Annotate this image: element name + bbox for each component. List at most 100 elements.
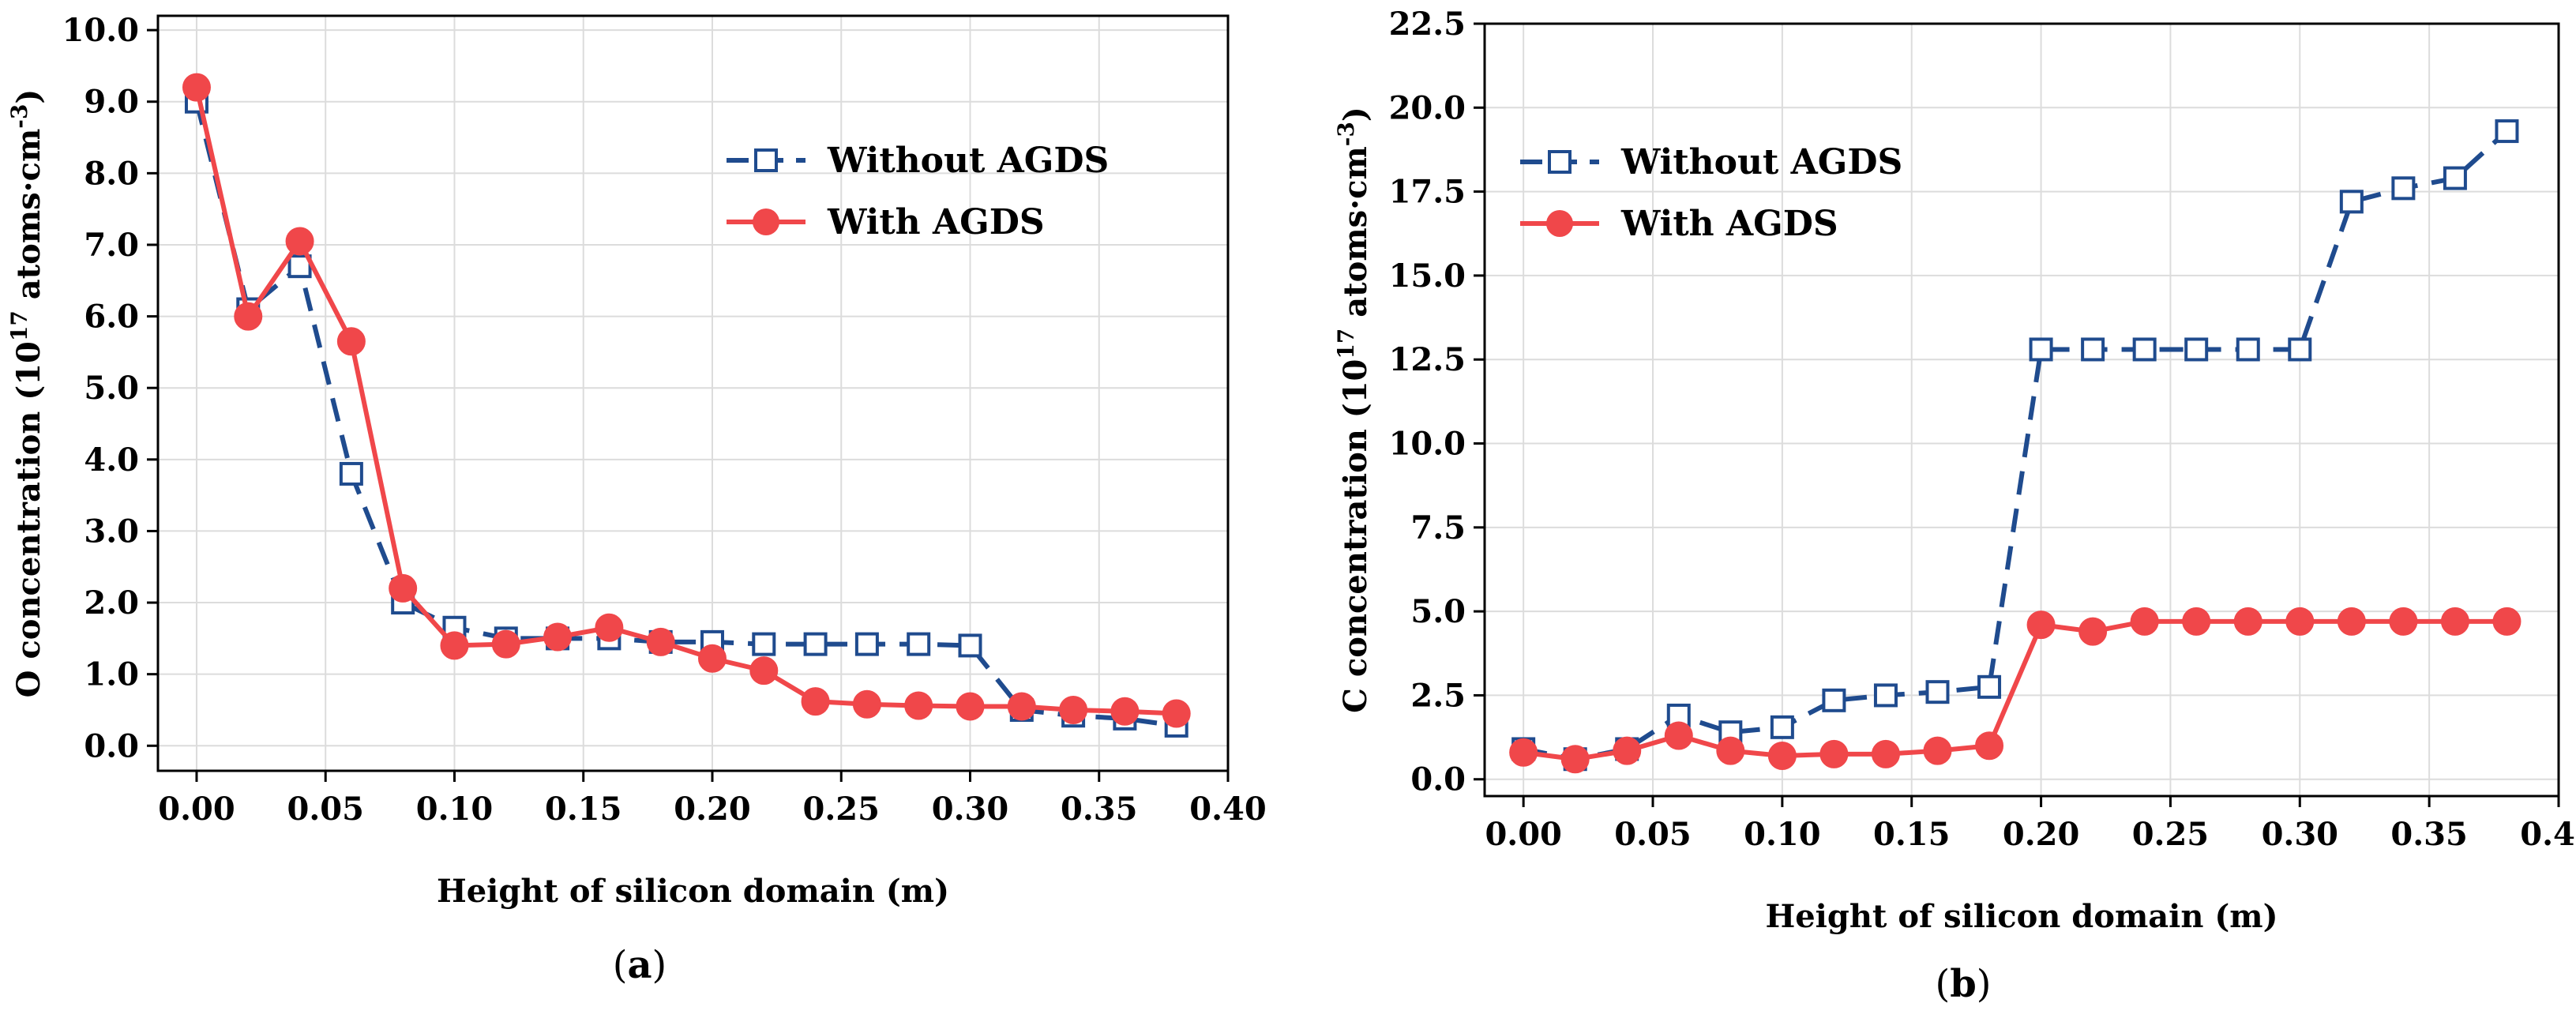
x-tick-label: 0.25 xyxy=(2132,816,2209,853)
y-axis-title-part: O concentration (10 xyxy=(10,341,47,697)
x-tick-label: 0.00 xyxy=(1485,816,1561,853)
legend-item: Without AGDS xyxy=(727,141,1109,181)
y-tick-label: 0.0 xyxy=(1410,761,1466,798)
data-point xyxy=(646,627,675,656)
data-point xyxy=(1767,741,1797,770)
data-point xyxy=(2285,607,2315,636)
y-tick-label: 9.0 xyxy=(84,84,139,121)
y-tick-label: 0.0 xyxy=(84,727,139,764)
y-tick-label: 10.0 xyxy=(1389,426,1466,463)
legend-marker xyxy=(754,148,778,172)
panel-label: (b) xyxy=(1935,962,1991,1006)
data-point xyxy=(1873,683,1898,708)
data-point xyxy=(339,461,363,486)
data-point xyxy=(2236,337,2260,362)
x-tick-label: 0.30 xyxy=(932,791,1008,828)
series-with-agds xyxy=(1509,607,2522,774)
y-tick-label: 2.5 xyxy=(1410,677,1466,714)
x-tick-label: 0.10 xyxy=(1744,816,1820,853)
y-tick-label: 15.0 xyxy=(1389,257,1466,295)
y-tick-label: 3.0 xyxy=(84,513,139,550)
y-axis-title-superscript: -3 xyxy=(1333,122,1359,146)
data-point xyxy=(2081,337,2105,362)
y-tick-label: 8.0 xyxy=(84,155,139,192)
data-point xyxy=(752,632,776,656)
legend-item: With AGDS xyxy=(727,202,1045,242)
data-point xyxy=(1977,674,2002,699)
chart-panel-a: 0.00 0.05 0.10 0.15 0.20 0.25 0.30 0.35 0.40 0.0 1… xyxy=(6,12,1267,987)
data-point xyxy=(2389,607,2418,636)
data-point xyxy=(389,573,418,603)
y-axis-title: C concentration (1017 atoms·cm-3) xyxy=(1333,107,1374,713)
data-point xyxy=(1716,736,1745,765)
data-point xyxy=(2492,607,2522,636)
x-tick-label: 0.15 xyxy=(545,791,621,828)
y-axis-title-superscript: -3 xyxy=(6,104,32,129)
data-point xyxy=(1162,699,1191,728)
y-axis-title: O concentration (1017 atoms·cm-3) xyxy=(6,89,47,698)
data-point xyxy=(1770,715,1794,739)
series-without-agds xyxy=(184,89,1188,738)
y-tick-label: 7.5 xyxy=(1410,509,1466,547)
data-point xyxy=(2182,607,2211,636)
data-point xyxy=(749,656,779,686)
data-point xyxy=(803,632,828,656)
data-point xyxy=(2130,607,2159,636)
data-point xyxy=(595,613,624,642)
data-point xyxy=(1664,721,1693,750)
x-tick-label: 0.30 xyxy=(2262,816,2338,853)
x-tick-label: 0.35 xyxy=(1061,791,1137,828)
legend-marker xyxy=(1548,150,1572,174)
series-without-agds xyxy=(1511,119,2519,772)
data-point xyxy=(2391,176,2416,201)
data-point xyxy=(2026,610,2056,640)
x-tick-label: 0.40 xyxy=(2520,816,2576,853)
plot-frame xyxy=(156,14,1230,772)
data-point xyxy=(1822,688,1846,712)
x-tick-label: 0.15 xyxy=(1873,816,1950,853)
legend-item: With AGDS xyxy=(1520,204,1838,244)
panel-label-part: ( xyxy=(613,943,628,987)
data-point xyxy=(2233,607,2262,636)
data-point xyxy=(440,631,469,660)
y-tick-label: 22.5 xyxy=(1389,6,1466,43)
y-axis-title-part: atoms·cm xyxy=(1337,146,1374,328)
data-point xyxy=(1560,745,1590,774)
legend-label: With AGDS xyxy=(1620,204,1838,244)
grid-lines xyxy=(1485,23,2559,796)
legend-marker xyxy=(753,208,779,235)
grid-lines xyxy=(158,16,1229,771)
data-point xyxy=(2184,337,2209,362)
data-point xyxy=(2029,337,2053,362)
data-point xyxy=(2339,190,2364,214)
panel-label-part: a xyxy=(627,943,652,987)
data-point xyxy=(491,629,520,659)
legend-label: With AGDS xyxy=(827,202,1045,242)
panel-label-part: ) xyxy=(1977,962,1992,1006)
data-point xyxy=(1923,736,1952,765)
data-point xyxy=(907,632,931,656)
data-point xyxy=(2078,617,2108,646)
legend: Without AGDS With AGDS xyxy=(727,141,1109,242)
y-axis-title-superscript: 17 xyxy=(6,310,32,341)
panel-label-part: ( xyxy=(1935,962,1950,1006)
data-point xyxy=(904,691,933,720)
data-point xyxy=(2337,607,2366,636)
data-point xyxy=(1975,731,2004,761)
y-tick-label: 7.0 xyxy=(84,227,139,264)
panel-label-part: ) xyxy=(652,943,667,987)
data-point xyxy=(852,689,881,719)
data-point xyxy=(697,644,727,673)
series-line xyxy=(194,86,1177,716)
x-tick-label: 0.00 xyxy=(158,791,235,828)
y-axis-title-part: C concentration (10 xyxy=(1337,359,1374,713)
panel-label-part: b xyxy=(1950,962,1977,1006)
legend-item: Without AGDS xyxy=(1520,142,1902,182)
data-point xyxy=(1613,736,1642,765)
x-tick-label: 0.20 xyxy=(674,791,750,828)
data-point xyxy=(336,327,366,356)
y-tick-label: 2.0 xyxy=(84,584,139,622)
y-axis-title-part: atoms·cm xyxy=(10,129,47,310)
x-tick-label: 0.10 xyxy=(416,791,493,828)
